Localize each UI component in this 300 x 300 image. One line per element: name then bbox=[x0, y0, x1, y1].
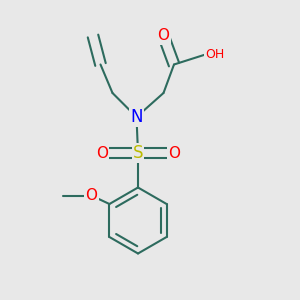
Text: S: S bbox=[133, 144, 143, 162]
Text: O: O bbox=[158, 28, 169, 44]
Text: O: O bbox=[168, 146, 180, 160]
Text: O: O bbox=[85, 188, 98, 203]
Text: N: N bbox=[130, 108, 143, 126]
Text: OH: OH bbox=[205, 47, 224, 61]
Text: O: O bbox=[96, 146, 108, 160]
